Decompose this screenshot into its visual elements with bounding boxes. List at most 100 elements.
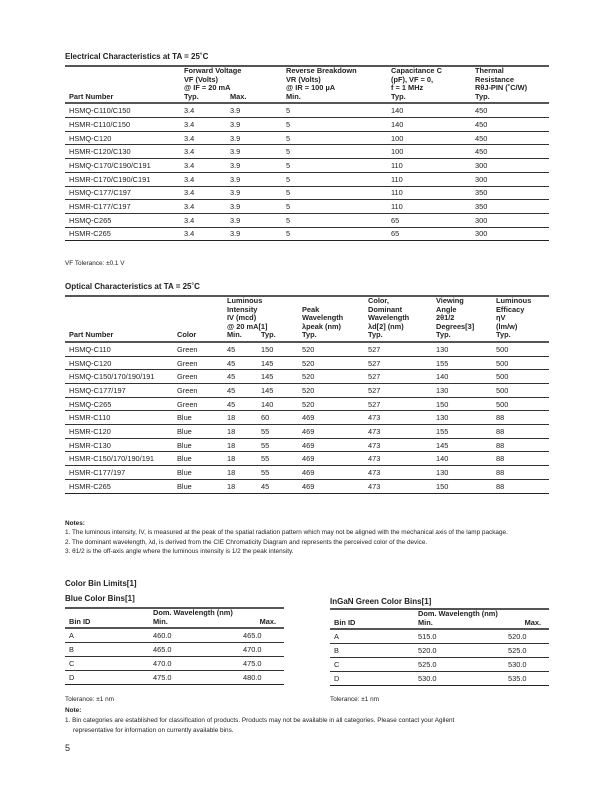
table-cell: 500 [492, 369, 549, 384]
blue-bins-table: Bin ID Dom. Wavelength (nm) Min. Max. A 460.0… [65, 607, 285, 686]
note-item: 2. The dominant wavelength, λd, is deriv… [65, 538, 428, 546]
table-cell: 350 [471, 185, 549, 200]
table-cell: HSMR-C265 [65, 226, 180, 241]
table-cell: Green [173, 383, 223, 398]
header-line: Viewing [436, 296, 464, 305]
table-cell: 300 [471, 212, 549, 228]
table-cell: 18 [223, 451, 257, 466]
header-row: Part Number Forward Voltage VF (Volts) @ IF… [65, 66, 549, 104]
header-subtitle: Part Number [69, 91, 114, 101]
header-line: 2θ1/2 [436, 313, 455, 323]
table-cell: 60 [257, 410, 298, 425]
table-cell: HSMR-C110/C150 [65, 117, 180, 132]
header-line: Peak [302, 304, 320, 314]
table-cell: 55 [257, 465, 298, 480]
table-cell: 520 [298, 369, 364, 384]
table-cell: 473 [364, 451, 432, 466]
table-cell: 140 [432, 369, 492, 384]
table-row: HSMR-C265 3.4 3.9 5 65 300 [65, 226, 549, 241]
table-cell: 55 [257, 424, 298, 439]
header-subtitle: Typ. [496, 330, 511, 340]
table-cell: 150 [257, 341, 298, 357]
header-row: Bin ID Dom. Wavelength (nm) Min. Max. [65, 608, 285, 629]
table-cell: 450 [471, 102, 549, 118]
table-row: HSMQ-C170/C190/C191 3.4 3.9 5 110 300 [65, 158, 549, 173]
table-cell: 3.9 [226, 158, 282, 173]
header-subtitle: Max. [230, 91, 247, 101]
bin-note-title: Note: [65, 707, 82, 714]
table-cell: 500 [492, 383, 549, 398]
table-cell: 525.0 [414, 657, 504, 672]
table-cell: 3.9 [226, 185, 282, 200]
header-subtitle: Typ. [436, 330, 451, 340]
table-cell: 110 [387, 158, 471, 173]
table-row: HSMR-C120/C130 3.4 3.9 5 100 450 [65, 144, 549, 159]
column-header: Dom. Wavelength (nm) Min. Max. [149, 608, 284, 628]
header-line: VR (Volts) [286, 74, 321, 84]
header-line: Luminous [496, 296, 532, 305]
table-cell: 3.4 [180, 226, 226, 241]
table-cell: 527 [364, 383, 432, 398]
table-cell: 520 [298, 355, 364, 370]
header-subtitle: Typ. [475, 91, 490, 101]
table-cell: 88 [492, 451, 549, 466]
table-cell: 3.4 [180, 185, 226, 200]
table-cell: 3.4 [180, 199, 226, 214]
table-row: B 465.0 470.0 [65, 642, 285, 657]
table-cell: 88 [492, 437, 549, 452]
table-cell: 473 [364, 478, 432, 494]
table-cell: 473 [364, 437, 432, 452]
column-header: Max. [226, 66, 282, 103]
table-cell: 5 [282, 185, 387, 200]
table-cell: C [65, 656, 149, 671]
column-header: Forward Voltage VF (Volts) @ IF = 20 mA Typ… [180, 66, 241, 103]
table-cell: HSMQ-C177/C197 [65, 185, 180, 200]
column-header: Thermal Resistance RθJ-PIN (˚C/W) Typ. [471, 66, 549, 103]
table-cell: A [330, 628, 414, 644]
table-row: HSMQ-C177/197 Green 45 145 520 527 130 500 [65, 383, 549, 398]
table-cell: HSMQ-C265 [65, 396, 173, 411]
table-cell: 473 [364, 410, 432, 425]
green-bins-table: Bin ID Dom. Wavelength (nm) Min. Max. A 515.0… [330, 608, 550, 687]
header-line: Wavelength [368, 313, 410, 323]
table-cell: 130 [432, 383, 492, 398]
table-cell: 520.0 [504, 628, 550, 644]
electrical-title: Electrical Characteristics at TA = 25˚C [65, 52, 209, 61]
column-header: Capacitance C (pF), VF = 0, f = 1 MHz Typ. [387, 66, 471, 103]
table-cell: 5 [282, 117, 387, 132]
table-cell: 500 [492, 355, 549, 370]
header-line: Degrees[3] [436, 321, 475, 331]
green-tolerance: Tolerance: ±1 nm [330, 696, 379, 703]
table-cell: 18 [223, 424, 257, 439]
header-line: @ IR = 100 µA [286, 83, 336, 93]
table-row: HSMQ-C150/170/190/191 Green 45 145 520 527 140… [65, 369, 549, 384]
table-cell: HSMQ-C120 [65, 130, 180, 145]
bin-note-1: 1. Bin categories are established for cl… [65, 717, 455, 724]
header-line: Efficacy [496, 304, 525, 314]
notes-title: Notes: [65, 520, 85, 527]
header-line: λd[2] (nm) [368, 321, 404, 331]
table-cell: HSMQ-C120 [65, 355, 173, 370]
header-line: IV (mcd) [227, 313, 257, 323]
table-cell: Blue [173, 410, 223, 425]
table-cell: 460.0 [149, 627, 239, 643]
table-cell: 145 [257, 369, 298, 384]
table-cell: 5 [282, 144, 387, 159]
table-cell: 3.9 [226, 102, 282, 118]
header-subtitle: Color [177, 330, 197, 340]
table-cell: 527 [364, 369, 432, 384]
max-header: Max. [524, 617, 542, 627]
table-cell: 145 [432, 437, 492, 452]
header-line: (lm/w) [496, 321, 518, 331]
column-header: Dom. Wavelength (nm) Min. Max. [414, 609, 549, 629]
table-row: C 525.0 530.0 [330, 657, 550, 672]
table-cell: 469 [298, 410, 364, 425]
table-cell: 18 [223, 437, 257, 452]
table-cell: 130 [432, 465, 492, 480]
table-cell: Blue [173, 451, 223, 466]
table-cell: 5 [282, 171, 387, 186]
color-bin-title: Color Bin Limits[1] [65, 579, 137, 588]
page-number: 5 [65, 743, 71, 753]
table-cell: 3.9 [226, 226, 282, 241]
green-bins-title: InGaN Green Color Bins[1] [330, 597, 432, 606]
